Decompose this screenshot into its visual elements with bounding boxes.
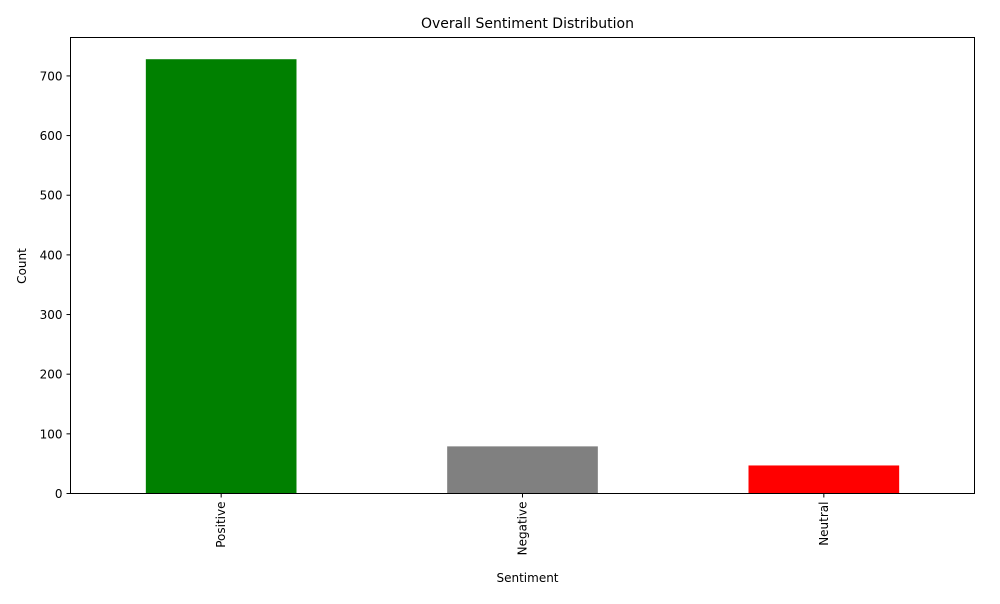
y-axis-label: Count [15, 248, 29, 284]
chart-title: Overall Sentiment Distribution [421, 16, 634, 32]
x-tick-label: Negative [516, 502, 530, 556]
y-axis-ticks: 0 100 200 300 400 500 600 700 [40, 69, 71, 501]
y-tick-label: 200 [40, 368, 63, 382]
y-tick-label: 700 [40, 69, 63, 83]
bar-negative [447, 446, 598, 494]
plot-frame [70, 37, 975, 494]
y-tick-label: 0 [55, 487, 63, 501]
y-tick-label: 400 [40, 248, 63, 262]
bars-layer [145, 59, 900, 494]
x-tick-label: Positive [214, 502, 228, 548]
x-axis-ticks: Positive Negative Neutral [214, 493, 831, 556]
x-axis-label: Sentiment [496, 571, 558, 585]
bar-neutral [748, 465, 900, 494]
y-tick-label: 500 [40, 189, 63, 203]
y-tick-label: 300 [40, 308, 63, 322]
bar-positive [145, 59, 297, 494]
y-tick-label: 100 [40, 427, 63, 441]
y-tick-label: 600 [40, 129, 63, 143]
x-tick-label: Neutral [817, 502, 831, 546]
